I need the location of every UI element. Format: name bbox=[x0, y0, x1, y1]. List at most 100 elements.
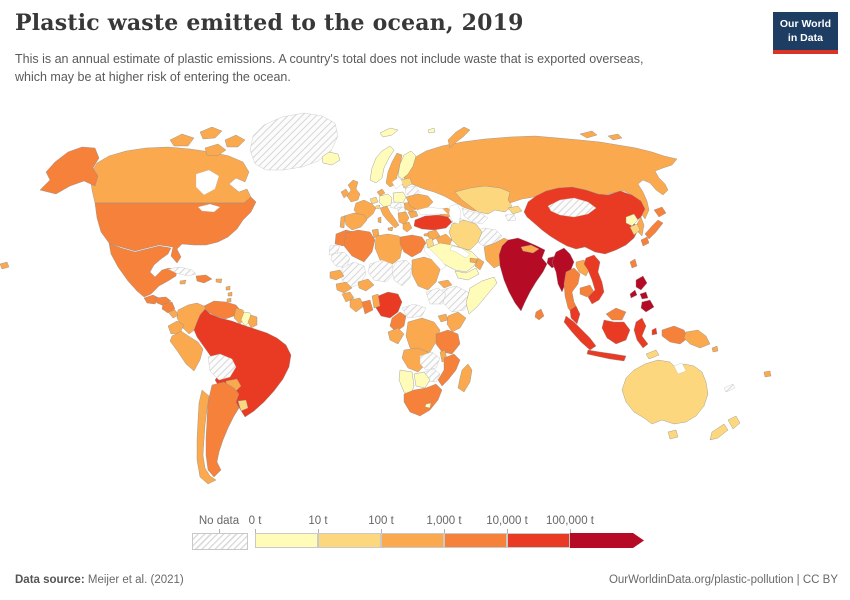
country-norway[interactable] bbox=[369, 145, 395, 184]
country-balkans[interactable] bbox=[397, 211, 410, 226]
country-papua-new-guinea[interactable] bbox=[683, 329, 711, 349]
country-madagascar[interactable] bbox=[457, 363, 473, 393]
country-ukraine[interactable] bbox=[405, 193, 434, 211]
country-north-korea[interactable] bbox=[625, 213, 639, 227]
country-south-sudan[interactable] bbox=[425, 287, 447, 305]
country-portugal[interactable] bbox=[339, 215, 346, 229]
country-novaya-zemlya[interactable] bbox=[447, 126, 471, 149]
country-iceland[interactable] bbox=[321, 151, 341, 166]
country-sierra-leone-liberia[interactable] bbox=[341, 291, 355, 303]
country-central-african-republic[interactable] bbox=[401, 303, 427, 319]
country-canadian-arctic[interactable] bbox=[169, 126, 246, 157]
country-sulawesi[interactable] bbox=[633, 317, 649, 349]
country-poland[interactable] bbox=[392, 191, 407, 204]
country-greenland[interactable] bbox=[249, 112, 339, 171]
country-italy[interactable] bbox=[379, 205, 400, 229]
owid-logo[interactable]: Our World in Data bbox=[772, 12, 838, 55]
country-taiwan[interactable] bbox=[629, 258, 638, 269]
country-kalimantan[interactable] bbox=[601, 319, 631, 345]
country-iran[interactable] bbox=[448, 219, 483, 251]
country-cuba[interactable] bbox=[167, 266, 197, 277]
country-lesotho[interactable] bbox=[424, 402, 432, 409]
country-usa[interactable] bbox=[94, 196, 257, 264]
country-tajikistan[interactable] bbox=[504, 213, 517, 222]
country-niger[interactable] bbox=[367, 259, 395, 283]
country-new-siberian-islands[interactable] bbox=[579, 130, 623, 141]
country-mozambique[interactable] bbox=[437, 353, 461, 387]
country-mexico[interactable] bbox=[108, 242, 178, 298]
country-japan-hokkaido[interactable] bbox=[653, 206, 667, 218]
country-uganda[interactable] bbox=[437, 313, 449, 323]
country-ivory-coast[interactable] bbox=[349, 297, 365, 313]
country-sardinia[interactable] bbox=[377, 216, 382, 224]
country-lesser-antilles[interactable] bbox=[225, 285, 233, 303]
country-sumatra[interactable] bbox=[563, 315, 597, 351]
country-chile[interactable] bbox=[196, 389, 217, 485]
country-visayas[interactable] bbox=[639, 291, 649, 300]
country-eritrea[interactable] bbox=[437, 279, 453, 289]
country-malaysia[interactable] bbox=[569, 305, 581, 325]
country-java[interactable] bbox=[586, 349, 627, 362]
country-puerto-rico[interactable] bbox=[215, 278, 223, 284]
country-libya[interactable] bbox=[374, 233, 404, 267]
country-japan-kyushu[interactable] bbox=[640, 236, 650, 247]
country-ecuador[interactable] bbox=[167, 320, 185, 335]
country-switzerland[interactable] bbox=[374, 204, 381, 210]
country-south-africa[interactable] bbox=[403, 383, 443, 417]
country-svalbard[interactable] bbox=[379, 127, 399, 138]
country-austria-czechia[interactable] bbox=[389, 201, 403, 210]
legend-color-bin-2[interactable] bbox=[381, 533, 444, 548]
country-arctic-island[interactable] bbox=[427, 127, 436, 134]
country-chad[interactable] bbox=[391, 259, 413, 287]
legend-no-data-swatch[interactable] bbox=[192, 533, 248, 550]
country-turkey[interactable] bbox=[413, 214, 453, 231]
country-new-zealand-north[interactable] bbox=[727, 415, 741, 430]
country-mongolia[interactable] bbox=[547, 197, 597, 218]
country-australia[interactable] bbox=[621, 359, 709, 425]
country-guinea[interactable] bbox=[335, 281, 353, 294]
country-kenya[interactable] bbox=[446, 311, 467, 333]
country-timor[interactable] bbox=[645, 349, 660, 360]
legend-color-bin-4[interactable] bbox=[507, 533, 570, 548]
country-egypt[interactable] bbox=[399, 234, 427, 258]
country-togo-benin[interactable] bbox=[371, 293, 381, 309]
country-nepal[interactable] bbox=[520, 244, 540, 254]
country-south-korea[interactable] bbox=[629, 223, 641, 236]
legend-color-bin-1[interactable] bbox=[318, 533, 381, 548]
country-greece[interactable] bbox=[402, 221, 413, 233]
country-oman[interactable] bbox=[474, 257, 485, 271]
country-edge-fragment-west[interactable] bbox=[0, 261, 10, 270]
country-finland[interactable] bbox=[397, 150, 417, 180]
country-tanzania[interactable] bbox=[435, 329, 461, 355]
country-uruguay[interactable] bbox=[237, 399, 249, 412]
country-sweden[interactable] bbox=[385, 152, 403, 188]
country-uzbekistan[interactable] bbox=[461, 207, 489, 225]
country-peru[interactable] bbox=[169, 330, 204, 372]
country-nigeria[interactable] bbox=[375, 291, 403, 319]
country-bolivia[interactable] bbox=[207, 353, 237, 381]
country-yemen[interactable] bbox=[454, 267, 480, 281]
legend-color-bin-5[interactable] bbox=[570, 533, 644, 548]
country-ghana[interactable] bbox=[361, 299, 374, 315]
country-kazakhstan[interactable] bbox=[454, 185, 513, 215]
country-denmark[interactable] bbox=[376, 188, 386, 197]
country-luzon[interactable] bbox=[635, 275, 648, 291]
country-somalia[interactable] bbox=[465, 276, 498, 315]
country-palawan[interactable] bbox=[629, 289, 638, 299]
country-zambia[interactable] bbox=[419, 351, 441, 371]
country-japan-honshu[interactable] bbox=[644, 219, 664, 240]
country-kyrgyzstan[interactable] bbox=[507, 205, 523, 215]
country-jamaica[interactable] bbox=[179, 279, 187, 285]
country-united-kingdom[interactable] bbox=[346, 179, 361, 203]
country-germany[interactable] bbox=[378, 193, 393, 208]
country-alaska[interactable] bbox=[39, 146, 100, 195]
country-argentina[interactable] bbox=[205, 381, 240, 478]
country-vietnam[interactable] bbox=[583, 254, 605, 305]
country-senegal[interactable] bbox=[329, 269, 345, 281]
country-brazil[interactable] bbox=[193, 308, 292, 418]
country-benelux[interactable] bbox=[369, 196, 379, 205]
country-spain[interactable] bbox=[343, 212, 368, 231]
country-tasmania[interactable] bbox=[667, 429, 679, 440]
country-ireland[interactable] bbox=[340, 188, 350, 199]
country-dr-congo[interactable] bbox=[405, 317, 441, 357]
